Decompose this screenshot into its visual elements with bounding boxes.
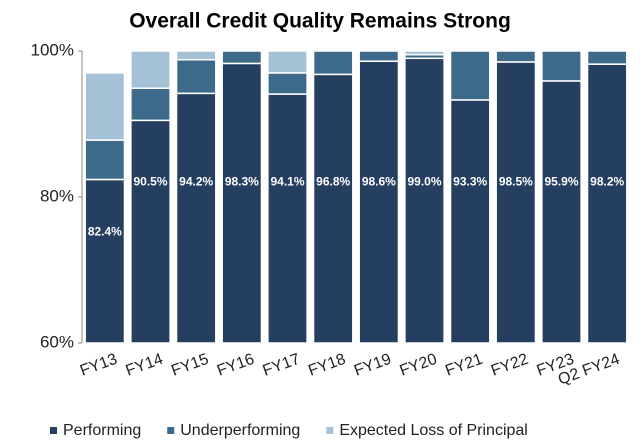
bar-segment bbox=[84, 178, 126, 344]
data-label: 82.4% bbox=[88, 225, 122, 239]
bar-segment bbox=[221, 50, 263, 65]
y-tick-label: 60% bbox=[40, 332, 74, 351]
bar-segment bbox=[130, 50, 171, 89]
data-label: 93.3% bbox=[453, 175, 487, 189]
bar-segment bbox=[495, 61, 537, 344]
bar-segment bbox=[586, 63, 628, 344]
bar-segment bbox=[84, 139, 126, 181]
legend-label: Underperforming bbox=[180, 422, 300, 439]
x-tick-label: FY22 bbox=[489, 351, 531, 380]
bar-segment bbox=[267, 50, 308, 74]
bar-segment bbox=[358, 60, 400, 344]
legend-swatch bbox=[167, 427, 175, 434]
data-label: 95.9% bbox=[544, 175, 578, 189]
bar-segment bbox=[404, 57, 445, 344]
bar-segment bbox=[221, 62, 263, 344]
bar-segment bbox=[267, 72, 308, 95]
x-tick-label: FY14 bbox=[124, 351, 166, 380]
x-tick-label: FY13 bbox=[78, 351, 120, 380]
data-label: 98.2% bbox=[590, 175, 624, 189]
bar-segment bbox=[130, 119, 171, 344]
bar-segment bbox=[495, 50, 537, 63]
bar-segment bbox=[541, 50, 582, 82]
data-label: 98.3% bbox=[225, 175, 259, 189]
bar-segment bbox=[404, 50, 445, 56]
bar-segment bbox=[175, 92, 217, 344]
bar-segment bbox=[84, 72, 126, 141]
data-label: 98.5% bbox=[499, 175, 533, 189]
bar-segment bbox=[449, 99, 491, 344]
data-label: 99.0% bbox=[407, 175, 441, 189]
x-tick-label: FY15 bbox=[169, 351, 211, 380]
x-tick-label: FY19 bbox=[352, 351, 394, 380]
x-tick-label: FY16 bbox=[215, 351, 257, 380]
bar-segment bbox=[586, 50, 628, 65]
bar-segment bbox=[358, 50, 400, 62]
data-label: 90.5% bbox=[133, 175, 167, 189]
bar-segment bbox=[541, 80, 582, 344]
chart-title: Overall Credit Quality Remains Strong bbox=[129, 10, 511, 33]
y-tick-label: 80% bbox=[40, 186, 74, 205]
x-tick-label: FY18 bbox=[306, 351, 348, 380]
bar-segment bbox=[312, 50, 354, 76]
legend-label: Expected Loss of Principal bbox=[339, 422, 528, 439]
x-tick-label: FY17 bbox=[261, 351, 303, 380]
x-tick-label: FY21 bbox=[443, 351, 485, 380]
x-tick-label: FY20 bbox=[398, 351, 440, 380]
legend-swatch bbox=[326, 427, 334, 434]
bar-segment bbox=[267, 93, 308, 344]
y-tick-label: 100% bbox=[31, 40, 74, 59]
data-label: 94.1% bbox=[270, 175, 304, 189]
bar-segment bbox=[175, 50, 217, 61]
data-label: 94.2% bbox=[179, 175, 213, 189]
data-label: 98.6% bbox=[362, 175, 396, 189]
bar-segment bbox=[175, 59, 217, 95]
data-label: 96.8% bbox=[316, 175, 350, 189]
bar-segment bbox=[312, 73, 354, 344]
legend-label: Performing bbox=[63, 422, 141, 439]
bar-segment bbox=[130, 87, 171, 122]
legend-swatch bbox=[50, 427, 57, 434]
bar-segment bbox=[449, 50, 491, 101]
